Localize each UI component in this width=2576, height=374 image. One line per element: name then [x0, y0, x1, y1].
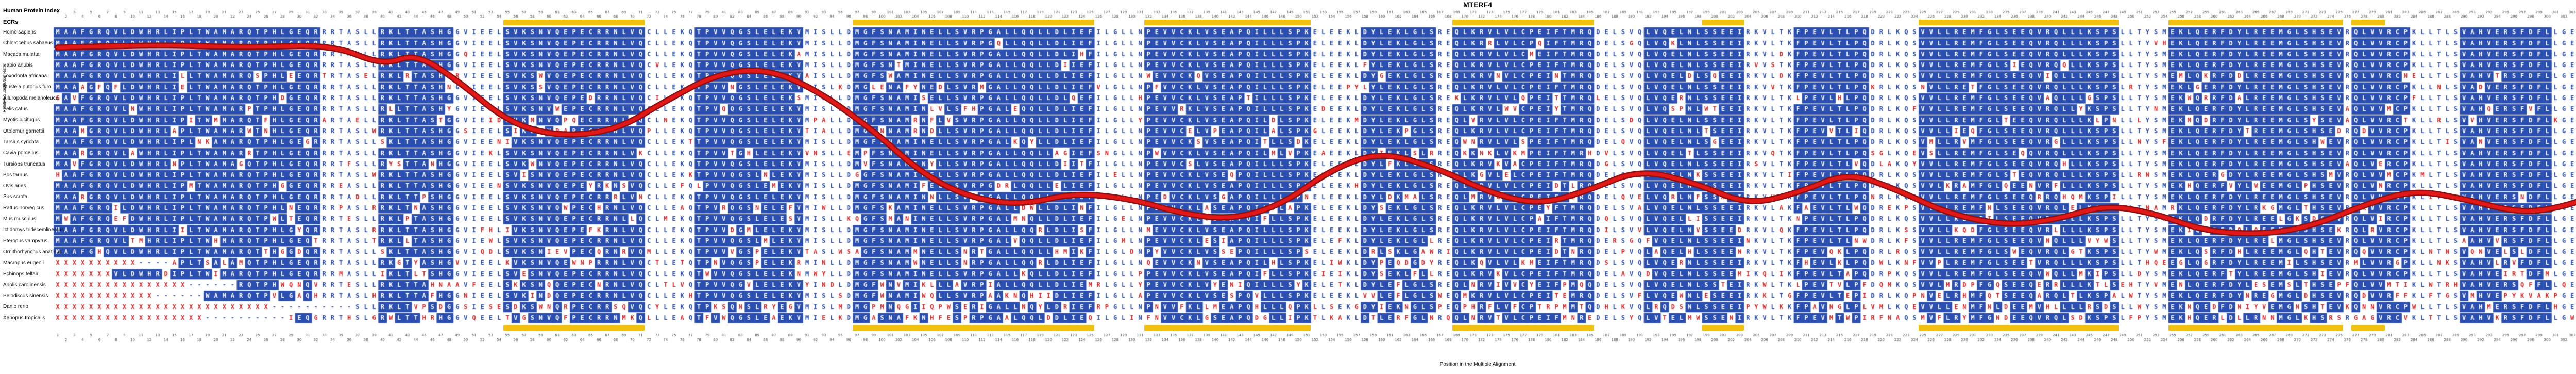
species-label: Myotis lucifugus [3, 117, 40, 123]
species-label: Macropus eugenii [3, 260, 44, 266]
species-label: Ailuropoda melanoleuca [3, 95, 59, 101]
ecr-region-bar [853, 325, 1095, 331]
ecr-region-bar [2351, 20, 2385, 25]
species-label: Xenopus tropicalis [3, 315, 45, 321]
species-label: Pelodiscus sinensis [3, 293, 48, 299]
ecr-region-bar [1452, 325, 1594, 331]
species-label: Bos taurus [3, 172, 28, 178]
ecr-region-bar [2168, 325, 2344, 331]
species-label: Papio anubis [3, 62, 33, 68]
species-label: Homo sapiens [3, 29, 36, 35]
ecr-region-bar [503, 325, 645, 331]
species-label: Anolis carolinensis [3, 282, 46, 288]
species-label: Ornithorhynchus anatinus [3, 249, 62, 255]
species-label: Otolemur garnettii [3, 128, 44, 134]
species-label: Tursiops truncatus [3, 161, 45, 167]
ecr-region-bar [1144, 20, 1311, 25]
ecr-region-bar [1702, 20, 1744, 25]
species-label: Mustela putorius furo [3, 84, 52, 90]
species-label: Loxodonta africana [3, 73, 47, 79]
ecr-region-bar [503, 20, 645, 25]
ecr-region-bar [2168, 20, 2344, 25]
species-label: Danio rerio [3, 304, 28, 310]
ecr-region-bar [1702, 325, 1744, 331]
ecr-region-bar [1919, 325, 2119, 331]
species-label: Echinops telfairi [3, 271, 40, 277]
species-label: Felis catus [3, 106, 28, 112]
species-label: Mus musculus [3, 216, 36, 222]
human-protein-index-label: Human Protein Index [3, 8, 60, 14]
species-label: Rattus norvegicus [3, 205, 45, 211]
species-label: Tarsius syrichta [3, 139, 39, 145]
species-label: Ictidomys tridecemlineatus [3, 227, 64, 233]
ecr-region-bar [2351, 325, 2385, 331]
x-axis-label: Position in the Multiple Alignment [1439, 362, 1516, 367]
figure-title: MTERF4 [1463, 1, 1492, 9]
species-label: Chlorocebus sabaeus [3, 40, 53, 46]
ecr-region-bar [1452, 20, 1594, 25]
species-label: Macaca mulatta [3, 51, 40, 57]
ecrs-label: ECRs [3, 19, 19, 25]
ecr-region-bar [853, 20, 1095, 25]
species-label: Cavia porcellus [3, 150, 39, 156]
species-label: Sus scrofa [3, 194, 28, 200]
species-label: Pteropus vampyrus [3, 238, 48, 244]
ecr-region-bar [1919, 20, 2119, 25]
ecr-region-bar [1144, 325, 1311, 331]
species-label: Ovis aries [3, 183, 26, 189]
